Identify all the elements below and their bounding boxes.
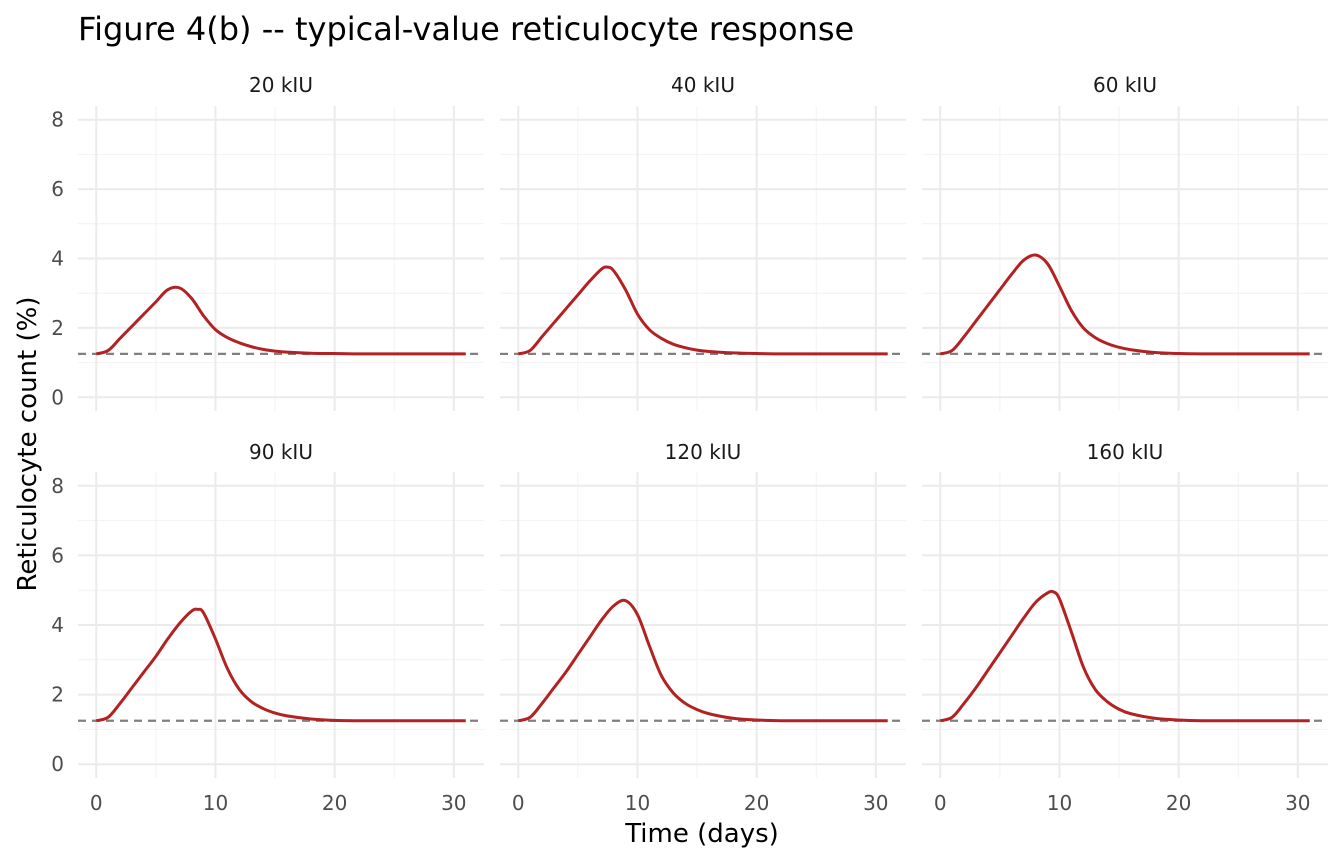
y-tick-label: 8 [51,474,64,498]
x-tick-label: 0 [90,791,103,815]
response-curve [95,607,466,723]
x-tick-label: 10 [203,791,228,815]
x-tick-label: 10 [1047,791,1072,815]
y-tick-label: 0 [51,752,64,776]
facet-strip-label: 160 kIU [1087,440,1164,464]
facet-strip-label: 120 kIU [665,440,742,464]
y-tick-label: 8 [51,108,64,132]
x-tick-label: 10 [625,791,650,815]
y-tick-label: 6 [51,543,64,567]
response-curve [517,598,888,723]
facet-strip-label: 20 kIU [249,73,313,97]
response-curve [939,253,1310,356]
y-tick-label: 2 [51,316,64,340]
y-tick-label: 4 [51,247,64,271]
facet-panels: 20 kIU 0 2 4 6 8 40 kIU 60 kIU 90 kIU 0 2 4 6 8 0 10 20 3… [51,73,1328,815]
facet-strip-label: 90 kIU [249,440,313,464]
facet-panel: 60 kIU [922,73,1328,411]
response-curve [517,265,888,356]
facet-panel: 20 kIU 0 2 4 6 8 [51,73,484,411]
y-tick-label: 2 [51,683,64,707]
y-tick-label: 0 [51,385,64,409]
facet-panel: 90 kIU 0 2 4 6 8 0 10 20 30 [51,440,484,815]
y-tick-label: 4 [51,613,64,637]
facet-panel: 160 kIU 0 10 20 30 [922,440,1328,815]
x-tick-label: 30 [441,791,466,815]
facet-strip-label: 40 kIU [671,73,735,97]
response-curve [95,285,466,356]
chart-title: Figure 4(b) -- typical-value reticulocyt… [78,10,854,48]
facet-panel: 120 kIU 0 10 20 30 [500,440,906,815]
x-tick-label: 20 [322,791,347,815]
response-curve [939,589,1310,723]
x-tick-label: 0 [934,791,947,815]
facet-strip-label: 60 kIU [1093,73,1157,97]
x-tick-label: 30 [863,791,888,815]
x-tick-label: 0 [512,791,525,815]
x-tick-label: 20 [744,791,769,815]
x-axis-label: Time (days) [624,819,779,849]
x-tick-label: 20 [1166,791,1191,815]
facet-panel: 40 kIU [500,73,906,411]
y-axis-label: Reticulocyte count (%) [13,297,43,592]
x-tick-label: 30 [1285,791,1310,815]
y-tick-label: 6 [51,177,64,201]
